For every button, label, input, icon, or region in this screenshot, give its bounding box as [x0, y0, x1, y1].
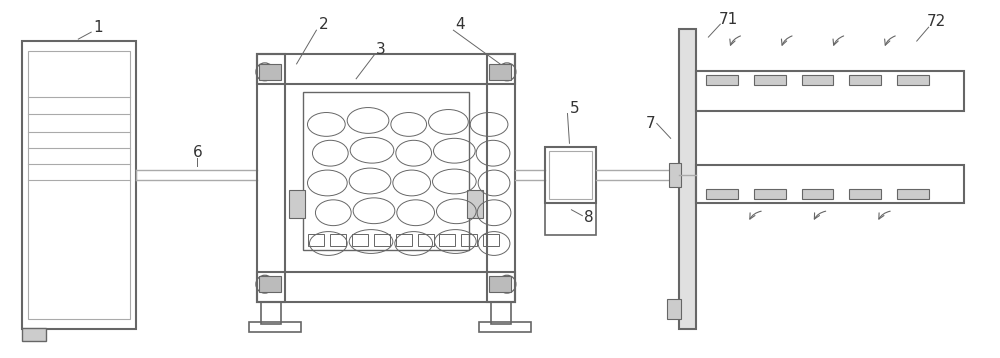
Bar [467, 190, 483, 218]
Bar [489, 64, 511, 80]
Text: 6: 6 [192, 145, 202, 160]
Bar [696, 71, 964, 111]
Bar [669, 163, 681, 187]
Bar [259, 276, 281, 292]
Text: 4: 4 [455, 17, 465, 32]
Bar [249, 322, 301, 332]
Text: 7: 7 [646, 116, 656, 131]
Bar [28, 51, 130, 319]
Bar [489, 276, 511, 292]
Bar [706, 75, 738, 85]
Bar [491, 302, 511, 324]
Bar [396, 233, 412, 246]
Bar [261, 302, 281, 324]
Bar [22, 41, 136, 329]
Bar [754, 189, 786, 199]
Bar [303, 92, 469, 251]
Bar [308, 233, 324, 246]
Bar [289, 190, 305, 218]
Text: 3: 3 [376, 42, 386, 57]
Bar [849, 189, 881, 199]
Bar [802, 75, 833, 85]
Bar [802, 189, 833, 199]
Bar [849, 75, 881, 85]
Bar [259, 64, 281, 80]
Bar [330, 233, 346, 246]
Bar [897, 75, 929, 85]
Bar [439, 233, 455, 246]
Text: 1: 1 [93, 20, 103, 35]
Bar [487, 54, 515, 302]
Bar [257, 54, 285, 302]
Bar [418, 233, 434, 246]
Bar [374, 233, 390, 246]
Bar [461, 233, 477, 246]
Bar [352, 233, 368, 246]
Bar [545, 203, 596, 234]
Bar [22, 328, 46, 341]
Text: 71: 71 [719, 12, 738, 27]
Bar [257, 54, 515, 84]
Text: 5: 5 [570, 101, 579, 116]
Bar [679, 29, 696, 329]
Bar [754, 75, 786, 85]
Bar [479, 322, 531, 332]
Bar [549, 151, 592, 199]
Bar [285, 84, 487, 272]
Text: 72: 72 [927, 14, 946, 29]
Text: 8: 8 [584, 210, 594, 225]
Bar [483, 233, 499, 246]
Text: 2: 2 [319, 17, 328, 32]
Bar [257, 272, 515, 302]
Bar [696, 165, 964, 203]
Bar [897, 189, 929, 199]
Bar [706, 189, 738, 199]
Bar [667, 299, 681, 319]
Bar [545, 147, 596, 203]
